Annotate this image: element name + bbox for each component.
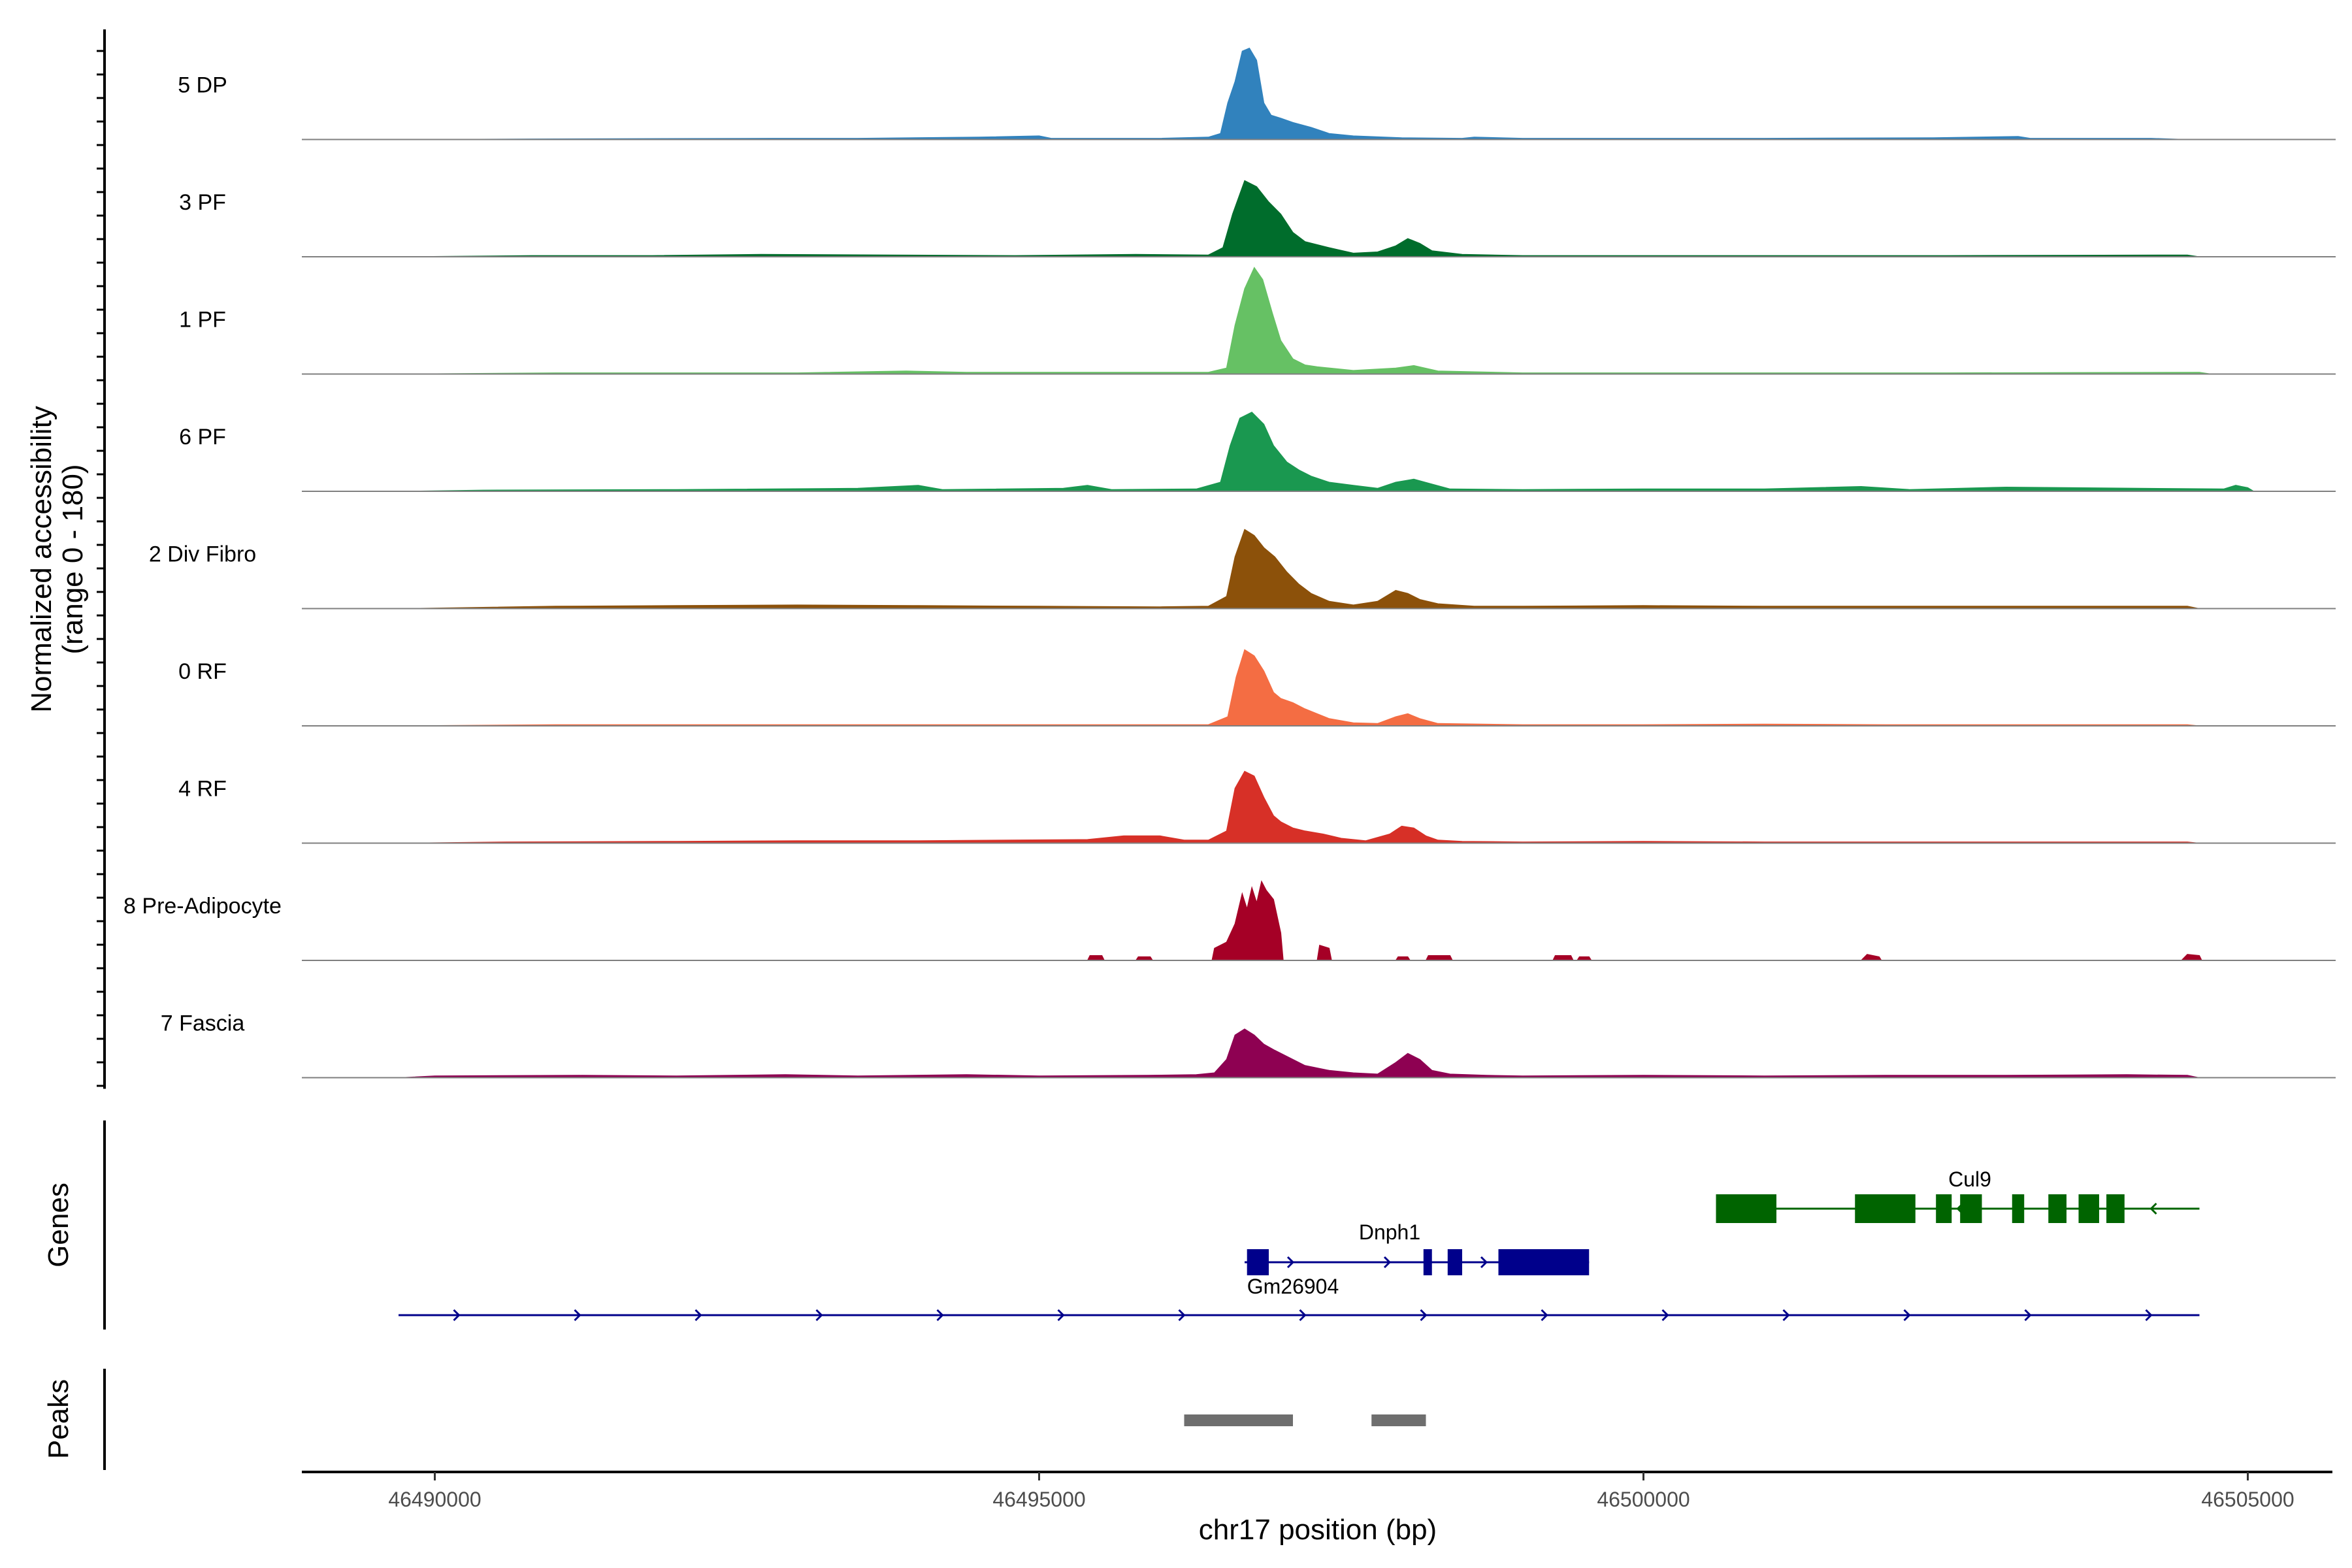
track-2-div-fibro: 2 Div Fibro	[149, 529, 2336, 610]
track-label: 6 PF	[179, 425, 226, 449]
track-label: 3 PF	[179, 190, 226, 215]
strand-arrow	[936, 1309, 944, 1322]
y-axis-title-line1: Normalized accessibility	[25, 406, 57, 712]
strand-arrow	[2024, 1309, 2032, 1322]
x-tick-label: 46505000	[2201, 1488, 2294, 1511]
x-tick-label: 46490000	[388, 1488, 481, 1511]
exon	[1423, 1249, 1432, 1275]
coverage-y-axis	[97, 29, 106, 1089]
coverage-area	[398, 1028, 2200, 1078]
peaks-panel-label: Peaks	[42, 1379, 74, 1459]
exon	[2106, 1194, 2125, 1223]
strand-arrow	[453, 1309, 461, 1322]
exon	[1447, 1249, 1462, 1275]
coverage-tracks: 5 DP 3 PF 1 PF 6 PF 2 Div Fibro 0 RF 4 RF 8 Pre…	[123, 47, 2336, 1079]
strand-arrow	[1661, 1309, 1669, 1322]
exon	[2048, 1194, 2066, 1223]
strand-arrow	[1178, 1309, 1186, 1322]
exon	[1936, 1194, 1952, 1223]
peak-bar	[1184, 1414, 1293, 1426]
peak-regions	[1184, 1414, 1426, 1426]
gene-cul9: Cul9	[1716, 1168, 2200, 1223]
exon	[1498, 1249, 1590, 1275]
strand-arrow	[1286, 1256, 1295, 1269]
gene-label: Cul9	[1948, 1168, 1991, 1191]
track-0-rf: 0 RF	[178, 649, 2336, 727]
track-7-fascia: 7 Fascia	[161, 1011, 2336, 1079]
strand-arrow	[1541, 1309, 1548, 1322]
track-label: 4 RF	[178, 777, 227, 802]
coverage-area	[398, 47, 2188, 140]
strand-arrow	[1480, 1256, 1488, 1269]
track-1-pf: 1 PF	[179, 267, 2336, 375]
exon	[2012, 1194, 2025, 1223]
x-axis-title: chr17 position (bp)	[1199, 1514, 1437, 1546]
coverage-area	[398, 180, 2200, 257]
strand-arrow	[2145, 1309, 2153, 1322]
strand-arrow	[694, 1309, 702, 1322]
x-tick-label: 46495000	[992, 1488, 1085, 1511]
coverage-area	[398, 529, 2200, 609]
exon	[2078, 1194, 2099, 1223]
strand-arrow	[574, 1309, 581, 1322]
gene-gm26904: Gm26904	[399, 1275, 2200, 1322]
genes-panel-label: Genes	[42, 1183, 74, 1267]
track-4-rf: 4 RF	[178, 770, 2336, 844]
x-axis-ticks: 46490000 46495000 46500000 46505000	[388, 1472, 2295, 1511]
x-tick-label: 46500000	[1597, 1488, 1690, 1511]
exon	[1247, 1249, 1269, 1275]
track-6-pf: 6 PF	[179, 412, 2336, 492]
strand-arrow	[1383, 1256, 1392, 1269]
gene-dnph1: Dnph1	[1245, 1220, 1590, 1275]
strand-arrow	[2149, 1202, 2157, 1215]
track-label: 5 DP	[178, 73, 227, 98]
coverage-area	[398, 267, 2212, 374]
coverage-area	[399, 880, 2203, 961]
track-label: 7 Fascia	[161, 1011, 245, 1036]
track-5-dp: 5 DP	[178, 47, 2336, 140]
track-label: 8 Pre-Adipocyte	[123, 894, 282, 919]
track-8-pre-adipocyte: 8 Pre-Adipocyte	[123, 880, 2336, 961]
coverage-area	[398, 649, 2200, 727]
strand-arrow	[1420, 1309, 1428, 1322]
strand-arrow	[1299, 1309, 1307, 1322]
track-label: 2 Div Fibro	[149, 542, 256, 567]
track-label: 1 PF	[179, 308, 226, 333]
exon	[1855, 1194, 1916, 1223]
strand-arrow	[1782, 1309, 1790, 1322]
y-axis-title-line2: (range 0 - 180)	[57, 464, 89, 654]
gene-label: Gm26904	[1247, 1275, 1339, 1298]
strand-arrow	[815, 1309, 823, 1322]
gene-label: Dnph1	[1359, 1220, 1420, 1244]
peak-bar	[1371, 1414, 1426, 1426]
exon	[1716, 1194, 1776, 1223]
coverage-area	[398, 412, 2255, 492]
gene-annotations: Cul9 Dnph1 Gm26904	[399, 1168, 2200, 1322]
strand-arrow	[1903, 1309, 1911, 1322]
coverage-area	[398, 770, 2200, 843]
track-3-pf: 3 PF	[179, 180, 2336, 257]
track-label: 0 RF	[178, 659, 227, 684]
strand-arrow	[1057, 1309, 1065, 1322]
exon	[1960, 1194, 1982, 1223]
